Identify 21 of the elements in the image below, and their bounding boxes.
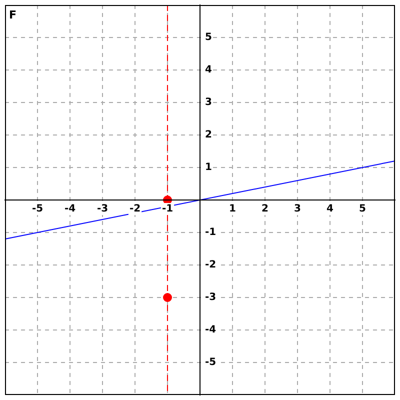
x-tick-label: -4 [64, 204, 76, 215]
y-tick-label: 5 [205, 32, 212, 44]
y-tick-label: -5 [205, 357, 216, 368]
y-tick-label: 1 [205, 162, 212, 174]
y-tick-label: -1 [205, 227, 216, 238]
x-tick-label: -3 [96, 204, 108, 215]
x-tick-label: -5 [32, 204, 44, 215]
x-tick-label: 3 [294, 204, 302, 215]
x-tick-label: -2 [129, 204, 141, 215]
y-tick-label: -3 [205, 292, 216, 304]
x-tick-label: 5 [359, 204, 366, 215]
x-tick-label: 4 [326, 204, 334, 215]
y-tick-label: 4 [205, 64, 212, 76]
x-tick-label: -1 [162, 204, 174, 215]
y-tick-label: 2 [205, 130, 212, 141]
x-tick-label: 1 [229, 204, 236, 215]
y-tick-label: -2 [205, 260, 216, 271]
y-tick-label: 3 [205, 97, 212, 108]
x-tick-label: 2 [262, 204, 269, 215]
y-tick-label: -4 [205, 324, 216, 336]
chart-title: F [9, 8, 17, 22]
